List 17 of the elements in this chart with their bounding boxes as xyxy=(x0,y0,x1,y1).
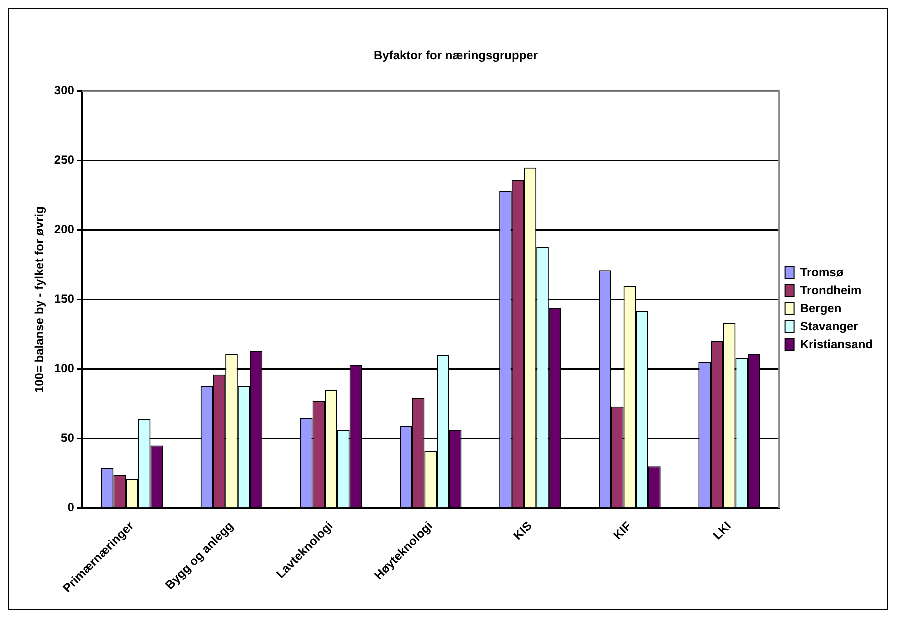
y-tick-label: 100 xyxy=(54,362,75,376)
x-tick-label: KIS xyxy=(510,518,535,544)
chart-title: Byfaktor for næringsgrupper xyxy=(374,48,538,63)
y-tick-label: 200 xyxy=(54,222,75,237)
y-axis-title: 100= balanse by - fylket for øvrig xyxy=(32,206,47,394)
y-tick-label: 250 xyxy=(54,153,75,168)
legend-label: Kristiansand xyxy=(800,337,873,352)
y-tick-label: 50 xyxy=(61,431,75,446)
x-tick-label: LKI xyxy=(710,518,734,543)
legend-label: Bergen xyxy=(800,301,842,316)
legend-label: Trondheim xyxy=(800,283,862,298)
x-tick-label: KIF xyxy=(610,518,634,543)
legend-label: Stavanger xyxy=(800,319,859,334)
y-tick-label: 300 xyxy=(54,84,75,98)
y-tick-label: 0 xyxy=(68,500,75,515)
legend-label: Tromsø xyxy=(800,265,844,280)
y-tick-label: 150 xyxy=(54,292,75,306)
